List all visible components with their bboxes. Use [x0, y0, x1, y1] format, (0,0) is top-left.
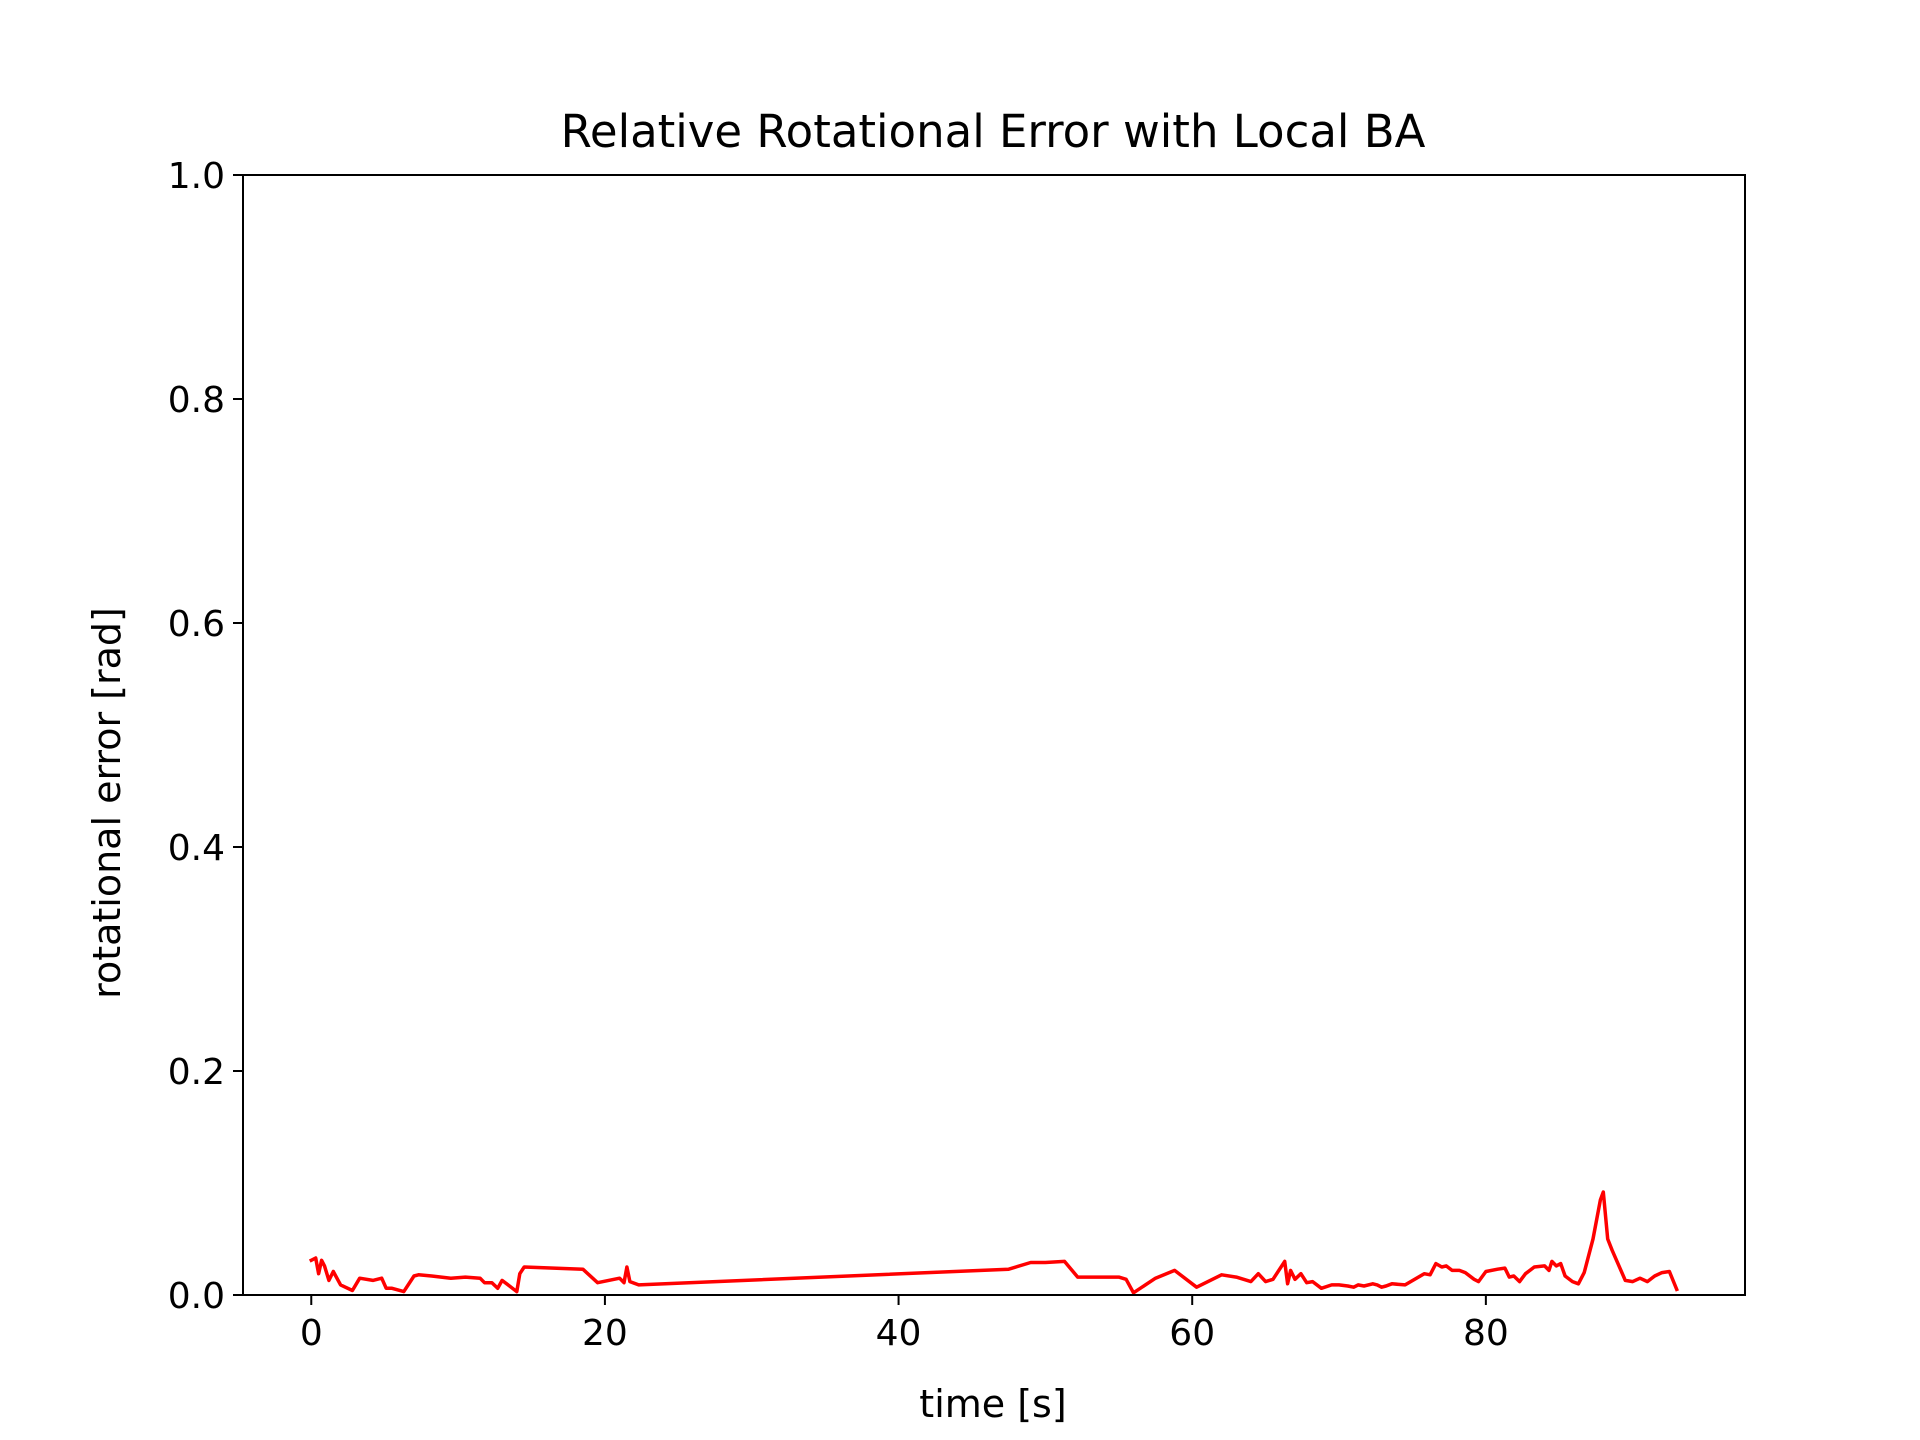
series-line-1 — [308, 1190, 1679, 1295]
y-axis-ticks: 0.0 0.2 0.4 0.6 0.8 1.0 — [168, 156, 243, 1317]
x-tick-label: 20 — [582, 1313, 628, 1354]
plot-area — [242, 174, 1746, 1296]
y-tick-label: 0.0 — [168, 1276, 225, 1317]
x-axis-ticks: 0 20 40 60 80 — [300, 1295, 1509, 1354]
x-axis-label: time [s] — [919, 1382, 1066, 1426]
y-tick-label: 1.0 — [168, 156, 225, 197]
x-tick-label: 60 — [1169, 1313, 1215, 1354]
x-tick-label: 80 — [1463, 1313, 1509, 1354]
plot-background — [243, 175, 1745, 1295]
series-layer — [308, 1190, 1679, 1295]
y-tick-label: 0.2 — [168, 1052, 225, 1093]
y-tick-label: 0.8 — [168, 380, 225, 421]
y-axis-label: rotational error [rad] — [85, 607, 129, 999]
plot-frame — [242, 174, 1746, 1296]
x-tick-label: 40 — [876, 1313, 922, 1354]
y-tick-label: 0.6 — [168, 604, 225, 645]
x-tick-label: 0 — [300, 1313, 323, 1354]
y-tick-label: 0.4 — [168, 828, 225, 869]
chart-title: Relative Rotational Error with Local BA — [561, 105, 1426, 158]
